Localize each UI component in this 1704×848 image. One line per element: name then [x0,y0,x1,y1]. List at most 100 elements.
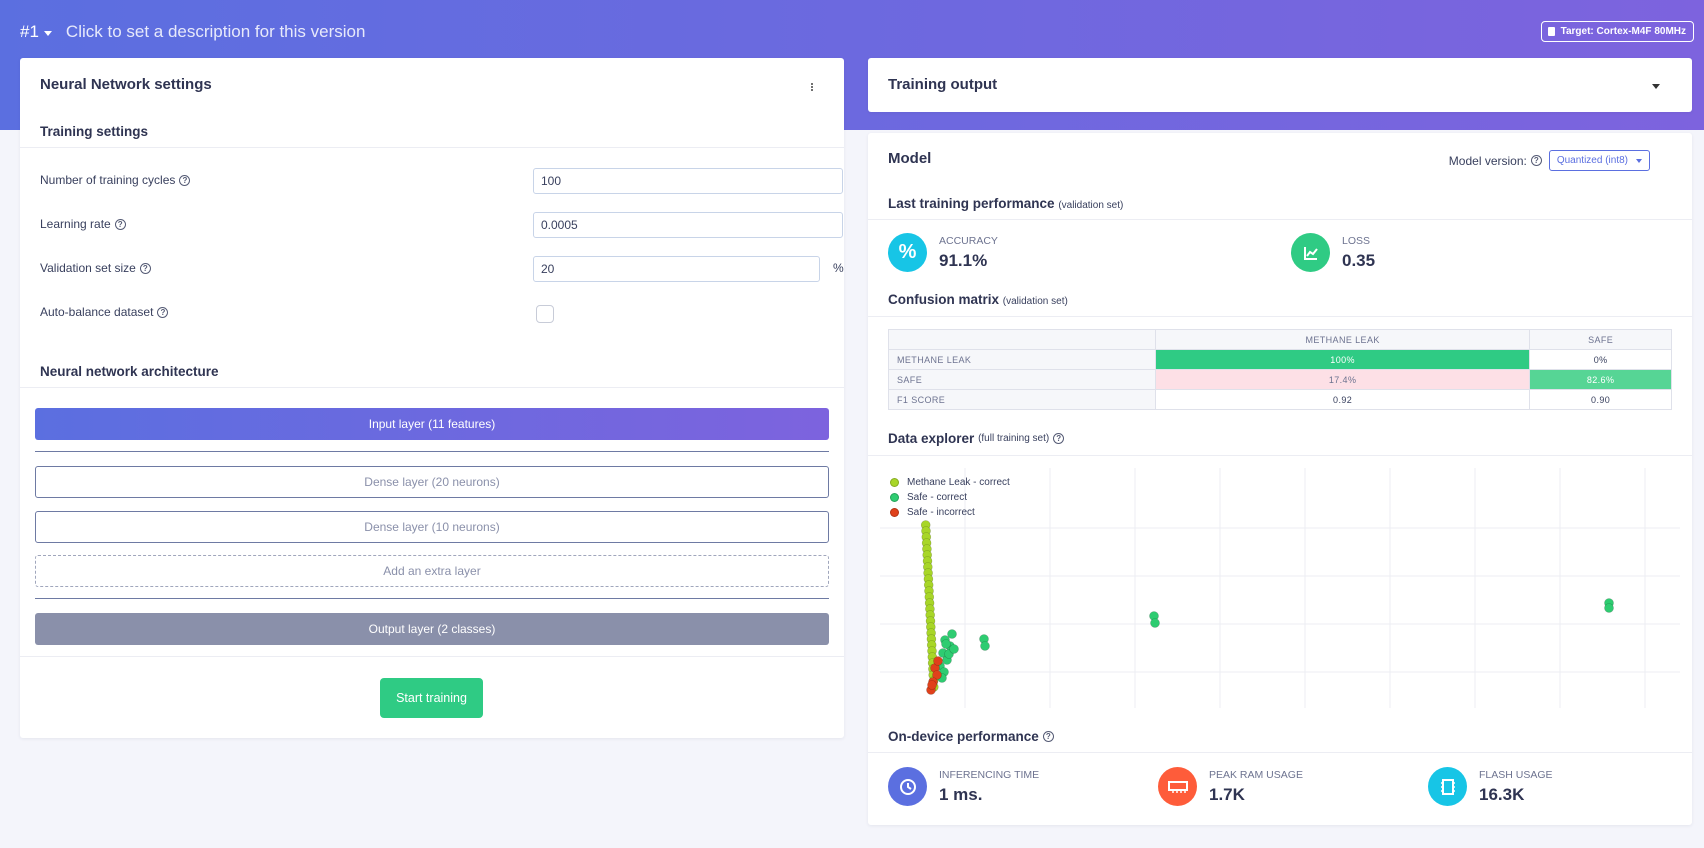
matrix-cell: 82.6% [1529,369,1672,390]
confusion-matrix-title: Confusion matrix (validation set) [888,292,1068,307]
version-number: #1 [20,22,39,41]
model-title: Model [888,150,932,167]
matrix-row-label: SAFE [888,369,1156,390]
nn-settings-card: Neural Network settings Training setting… [20,58,844,738]
percent-unit: % [833,261,844,275]
matrix-row-label: F1 SCORE [888,389,1156,410]
scatter-point [1604,603,1614,613]
matrix-cell: 17.4% [1154,369,1531,390]
flash-value: 16.3K [1479,784,1525,804]
target-device-button[interactable]: Target: Cortex-M4F 80MHz [1540,21,1694,42]
loss-metric: LOSS 0.35 [1291,233,1375,272]
memory-icon [1158,767,1197,806]
on-device-title: On-device performance? [888,729,1054,744]
scatter-point [941,639,951,649]
scatter-point [980,641,990,651]
divider [20,387,844,388]
divider [868,455,1692,456]
matrix-cell: 0.90 [1529,389,1672,410]
clock-icon [888,767,927,806]
input-layer[interactable]: Input layer (11 features) [35,408,829,440]
start-training-button[interactable]: Start training [380,678,483,718]
architecture-title: Neural network architecture [40,364,219,379]
divider [868,316,1692,317]
training-output-card[interactable]: Training output [868,58,1692,112]
divider [868,752,1692,753]
layer-separator [35,598,829,599]
help-icon[interactable]: ? [1053,433,1065,444]
legend-item[interactable]: Safe - incorrect [890,505,1010,520]
matrix-column-header: SAFE [1529,329,1672,350]
accuracy-value: 91.1% [939,250,988,270]
matrix-cell: 100% [1154,349,1531,370]
flash-metric: FLASH USAGE 16.3K [1428,767,1553,806]
data-explorer-title: Data explorer (full training set) ? [888,431,1065,446]
training-settings-title: Training settings [40,124,149,139]
data-explorer-legend: Methane Leak - correct Safe - correct Sa… [890,475,1010,520]
help-icon[interactable]: ? [139,262,151,274]
auto-balance-checkbox[interactable] [536,305,554,323]
dense-layer-1[interactable]: Dense layer (20 neurons) [35,466,829,498]
output-layer[interactable]: Output layer (2 classes) [35,613,829,645]
ram-value: 1.7K [1209,784,1245,804]
legend-item[interactable]: Methane Leak - correct [890,475,1010,490]
chevron-down-icon [1636,158,1642,163]
model-version-label: Model version: [1448,153,1527,168]
help-icon[interactable]: ? [179,174,191,186]
scatter-point [1150,618,1160,628]
validation-size-input[interactable]: 20 [533,256,820,282]
matrix-row-label: METHANE LEAK [888,349,1156,370]
chevron-down-icon[interactable] [1652,84,1660,89]
help-icon[interactable]: ? [1042,731,1054,742]
validation-size-label: Validation set size? [40,261,151,275]
last-performance-title: Last training performance (validation se… [888,196,1124,211]
chip-icon [1547,27,1555,36]
legend-swatch [890,508,899,517]
ram-metric: PEAK RAM USAGE 1.7K [1158,767,1303,806]
more-options-icon[interactable] [810,82,814,92]
divider [20,147,844,148]
last-performance-note: (validation set) [1058,200,1124,211]
divider [868,219,1692,220]
loss-value: 0.35 [1342,250,1376,270]
chart-icon [1291,233,1330,272]
matrix-cell: 0.92 [1154,389,1531,410]
confusion-matrix-note: (validation set) [1002,296,1068,307]
learning-rate-input[interactable]: 0.0005 [533,212,843,238]
auto-balance-label: Auto-balance dataset? [40,305,169,319]
divider [20,656,844,657]
inferencing-metric: INFERENCING TIME 1 ms. [888,767,1039,806]
help-icon[interactable]: ? [1530,155,1542,166]
training-cycles-label: Number of training cycles? [40,173,191,187]
flash-label: FLASH USAGE [1479,768,1553,781]
legend-swatch [890,493,899,502]
scatter-point [927,680,937,690]
percent-icon: % [888,233,927,272]
chevron-down-icon [43,30,52,36]
confusion-matrix: METHANE LEAK SAFE METHANE LEAK 100% 0% S… [888,329,1672,410]
help-icon[interactable]: ? [157,306,169,318]
dense-layer-2[interactable]: Dense layer (10 neurons) [35,511,829,543]
model-version-select[interactable]: Quantized (int8) [1548,150,1650,171]
training-cycles-row: Number of training cycles? 100 [40,168,843,194]
data-explorer-note: (full training set) [978,433,1050,444]
data-explorer-plot[interactable] [880,468,1680,708]
legend-swatch [890,478,899,487]
training-cycles-input[interactable]: 100 [533,168,843,194]
layer-separator [35,451,829,452]
learning-rate-label: Learning rate? [40,217,126,231]
training-output-title: Training output [888,76,998,93]
inferencing-label: INFERENCING TIME [939,768,1040,781]
version-bar: #1 Click to set a description for this v… [20,22,365,42]
matrix-corner [888,329,1156,350]
legend-item[interactable]: Safe - correct [890,490,1010,505]
validation-size-row: Validation set size? 20 % [40,256,844,282]
help-icon[interactable]: ? [114,218,126,230]
add-layer-button[interactable]: Add an extra layer [35,555,829,587]
version-description[interactable]: Click to set a description for this vers… [65,22,366,41]
matrix-cell: 0% [1529,349,1672,370]
version-selector[interactable]: #1 [20,22,52,42]
scatter-point [933,656,943,666]
loss-label: LOSS [1342,234,1371,247]
nn-settings-title: Neural Network settings [40,76,212,93]
